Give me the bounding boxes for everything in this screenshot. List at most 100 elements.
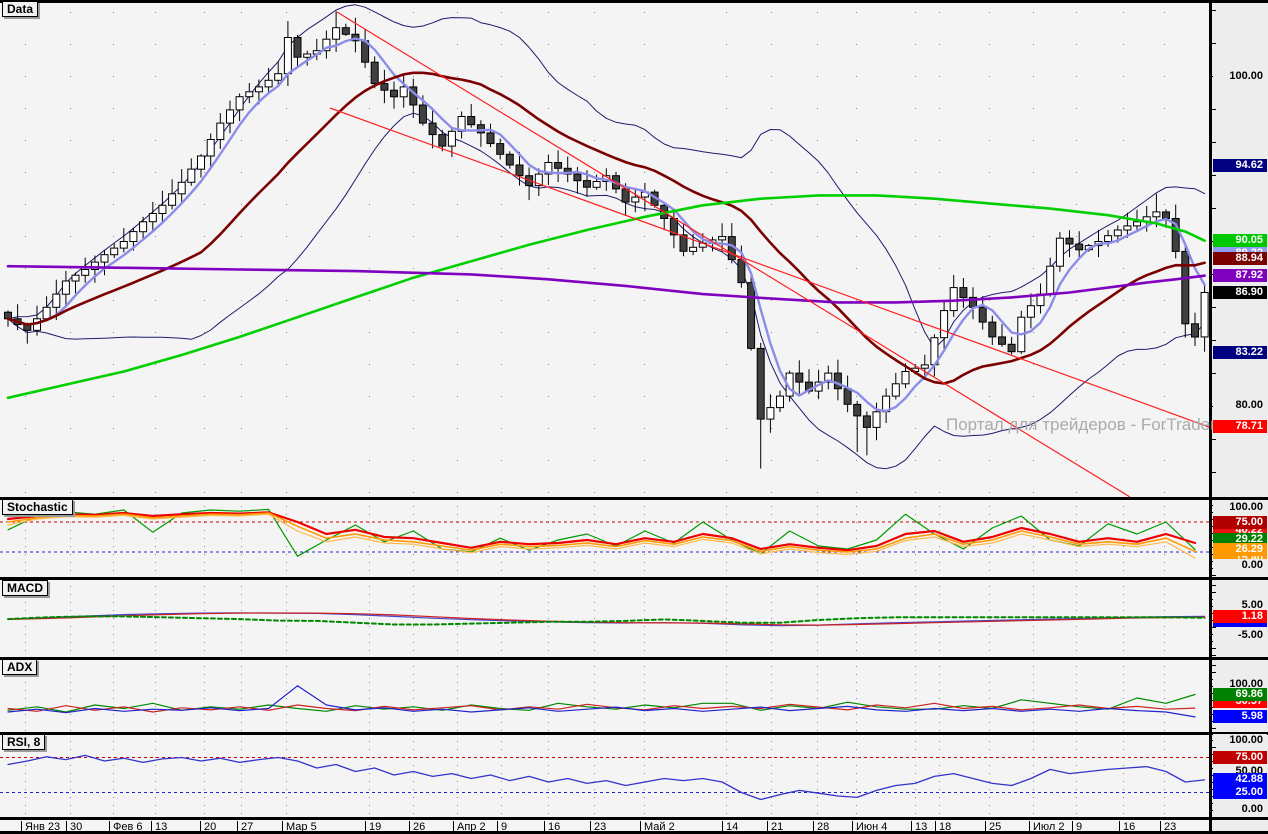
- price-badge: 75.00: [1213, 516, 1267, 529]
- time-axis-tick: [1072, 821, 1073, 832]
- ma-fast-blue: [6, 37, 1206, 413]
- series-adx-blue: [7, 685, 1196, 718]
- price-badge: 86.90: [1213, 286, 1267, 299]
- time-axis-label: 16: [548, 821, 561, 833]
- watermark-text: Портал для трейдеров - ForTrader.ru: [946, 415, 1235, 434]
- panel-label-data: Data: [2, 1, 39, 17]
- time-axis-label: 9: [1076, 821, 1083, 833]
- time-axis-tick: [497, 821, 498, 832]
- candles: [4, 11, 1209, 469]
- time-axis-tick: [985, 821, 986, 832]
- ma-slow-darkred: [6, 71, 1206, 385]
- series-main-red: [6, 511, 1197, 552]
- time-axis-tick: [767, 821, 768, 832]
- pane-rsi: [0, 754, 1209, 801]
- time-axis-tick: [409, 821, 410, 832]
- pane-macd: [7, 612, 1206, 627]
- series-rsi-blue: [7, 754, 1206, 801]
- series-osma-green: [7, 615, 1206, 626]
- time-axis-tick: [1160, 821, 1161, 832]
- time-axis-label: 30: [70, 821, 83, 833]
- price-badge: 26.29: [1213, 543, 1267, 556]
- time-axis-label: 23: [1164, 821, 1177, 833]
- time-axis-tick: [911, 821, 912, 832]
- ma-purple-line: [6, 264, 1206, 304]
- series-orange-2: [7, 513, 1196, 559]
- price-badge: 29.22: [1213, 533, 1267, 546]
- price-badge: 87.92: [1213, 269, 1267, 282]
- scale-tick-label: 100.00: [1213, 501, 1267, 514]
- price-badge: 90.05: [1213, 234, 1267, 247]
- time-axis-label: 13: [915, 821, 928, 833]
- scale-tick-label: 100.00: [1213, 734, 1267, 747]
- time-axis-tick: [813, 821, 814, 832]
- pane-adx: [7, 685, 1196, 718]
- panel-label-macd: MACD: [2, 580, 48, 596]
- scale-tick-label: 80.00: [1213, 399, 1267, 412]
- time-axis-label: Апр 2: [457, 821, 486, 833]
- time-axis-label: 21: [771, 821, 784, 833]
- panel-label-rsi: RSI, 8: [2, 734, 46, 750]
- time-axis-tick: [852, 821, 853, 832]
- time-axis-label: Фев 6: [113, 821, 143, 833]
- time-axis-tick: [151, 821, 152, 832]
- time-axis-label: 19: [369, 821, 382, 833]
- price-badge: 1.18: [1213, 610, 1267, 623]
- time-axis-tick: [935, 821, 936, 832]
- scale-tick-label: -5.00: [1213, 629, 1267, 642]
- time-axis-tick: [722, 821, 723, 832]
- time-axis-tick: [109, 821, 110, 832]
- scale-tick-label: 100.00: [1213, 678, 1267, 691]
- series-signal-red: [7, 612, 1206, 626]
- time-axis-tick: [453, 821, 454, 832]
- price-badge: 75.00: [1213, 751, 1267, 764]
- trendlines: [329, 11, 1209, 497]
- time-axis-label: 18: [939, 821, 952, 833]
- price-badge: 83.22: [1213, 346, 1267, 359]
- series-orange-1: [7, 512, 1196, 553]
- time-axis-tick: [640, 821, 641, 832]
- ma-green-line: [6, 194, 1206, 400]
- panel-label-stochastic: Stochastic: [2, 499, 73, 515]
- time-axis-label: 14: [726, 821, 739, 833]
- time-axis-tick: [282, 821, 283, 832]
- time-axis-tick: [66, 821, 67, 832]
- time-axis-label: 23: [594, 821, 607, 833]
- price-badge: 94.62: [1213, 159, 1267, 172]
- time-axis-label: Июн 4: [856, 821, 888, 833]
- time-axis-label: 27: [241, 821, 254, 833]
- time-axis-tick: [544, 821, 545, 832]
- scale-tick-label: 0.00: [1213, 803, 1267, 816]
- series-k-green: [7, 508, 1196, 557]
- price-badge: 69.86: [1213, 688, 1267, 701]
- time-axis-label: 13: [155, 821, 168, 833]
- time-axis-tick: [1119, 821, 1120, 832]
- price-badge: 42.88: [1213, 773, 1267, 786]
- time-axis-label: 28: [817, 821, 830, 833]
- time-axis-label: 9: [501, 821, 508, 833]
- time-axis-label: 25: [989, 821, 1002, 833]
- time-axis-label: Мар 5: [286, 821, 317, 833]
- time-axis-label: Июл 2: [1033, 821, 1065, 833]
- time-axis-tick: [365, 821, 366, 832]
- time-axis-label: 20: [204, 821, 217, 833]
- time-axis-tick: [590, 821, 591, 832]
- time-axis-tick: [237, 821, 238, 832]
- time-axis-label: 16: [1123, 821, 1136, 833]
- series-di-red: [7, 702, 1196, 713]
- price-badge: 5.98: [1213, 710, 1267, 723]
- time-axis-tick: [200, 821, 201, 832]
- scale-tick-label: 100.00: [1213, 70, 1267, 83]
- price-badge: 78.71: [1213, 420, 1267, 433]
- time-axis-label: Янв 23: [25, 821, 61, 833]
- bollinger-bands: [7, 4, 1206, 470]
- grid-dots: [25, 12, 1165, 814]
- time-axis-tick: [1029, 821, 1030, 832]
- time-axis-label: Май 2: [644, 821, 675, 833]
- series-macd-blue: [7, 612, 1206, 627]
- price-badge: 88.94: [1213, 252, 1267, 265]
- price-badge: 25.00: [1213, 786, 1267, 799]
